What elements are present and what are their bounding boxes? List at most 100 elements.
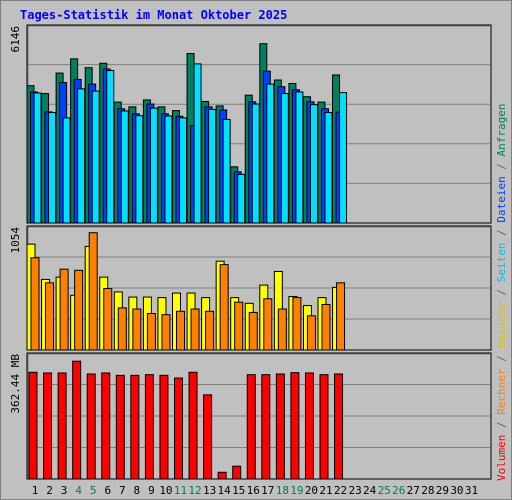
- day-tick-label: 28: [421, 484, 434, 497]
- bar-rechner: [292, 297, 302, 351]
- bar-volumen: [290, 372, 300, 480]
- day-tick-label: 2: [46, 484, 53, 497]
- legend-item-besuche: Besuche: [495, 302, 508, 349]
- bar-seiten: [309, 104, 318, 224]
- day-tick-label: 11: [174, 484, 187, 497]
- bar-seiten: [324, 112, 333, 224]
- bar-volumen: [57, 372, 67, 480]
- bar-volumen: [159, 374, 169, 480]
- bar-seiten: [222, 118, 231, 224]
- bar-seiten: [266, 83, 275, 224]
- day-tick-label: 31: [465, 484, 478, 497]
- day-tick-label: 27: [407, 484, 420, 497]
- day-tick-label: 1: [32, 484, 39, 497]
- bar-volumen: [232, 465, 242, 480]
- bar-rechner: [321, 303, 331, 351]
- bar-volumen: [174, 377, 183, 480]
- bar-rechner: [190, 308, 200, 351]
- legend-item-dateien: Dateien: [495, 176, 508, 223]
- legend-item-anfragen: Anfragen: [495, 103, 508, 157]
- legend-separator: /: [495, 348, 508, 369]
- day-tick-label: 14: [218, 484, 232, 497]
- bar-rechner: [117, 307, 127, 351]
- bar-volumen: [72, 360, 82, 480]
- bar-rechner: [219, 264, 229, 351]
- day-tick-label: 7: [119, 484, 126, 497]
- bar-rechner: [277, 308, 287, 351]
- day-tick-label: 12: [188, 484, 201, 497]
- bar-rechner: [234, 301, 244, 351]
- day-tick-label: 24: [363, 484, 377, 497]
- day-tick-label: 15: [232, 484, 245, 497]
- bar-rechner: [74, 269, 84, 351]
- bar-rechner: [59, 268, 69, 351]
- day-tick-label: 13: [203, 484, 216, 497]
- bar-seiten: [91, 90, 100, 224]
- max-label-0: 6146: [9, 26, 22, 53]
- bar-volumen: [275, 373, 285, 480]
- bar-rechner: [263, 298, 273, 351]
- bar-seiten: [62, 117, 71, 224]
- day-tick-label: 29: [436, 484, 449, 497]
- bar-seiten: [106, 70, 115, 224]
- legend-separator: /: [495, 222, 508, 243]
- bar-seiten: [237, 173, 246, 224]
- bar-seiten: [295, 91, 304, 224]
- legend-separator: /: [495, 156, 508, 177]
- day-tick-label: 22: [334, 484, 347, 497]
- bar-seiten: [164, 115, 173, 224]
- legend-item-seiten: Seiten: [495, 242, 508, 283]
- day-tick-label: 30: [450, 484, 463, 497]
- bar-seiten: [33, 92, 42, 224]
- max-label-1: 1054: [9, 227, 22, 254]
- bar-rechner: [45, 282, 55, 351]
- bar-volumen: [144, 374, 154, 480]
- bar-rechner: [205, 310, 215, 351]
- bar-seiten: [149, 107, 158, 224]
- bar-volumen: [86, 373, 96, 480]
- bar-rechner: [30, 257, 40, 351]
- day-tick-label: 19: [290, 484, 303, 497]
- bar-volumen: [28, 371, 38, 480]
- bar-volumen: [203, 394, 213, 480]
- day-tick-label: 17: [261, 484, 274, 497]
- chart-title: Tages-Statistik im Monat Oktober 2025: [20, 8, 288, 22]
- legend: Volumen / Rechner / Besuche / Seiten / D…: [494, 103, 510, 481]
- bar-seiten: [339, 92, 348, 224]
- bar-seiten: [120, 110, 129, 224]
- max-label-2: 362.44 MB: [9, 354, 22, 414]
- bar-volumen: [217, 471, 227, 480]
- day-tick-label: 16: [247, 484, 260, 497]
- day-tick-label: 18: [276, 484, 289, 497]
- bar-volumen: [115, 374, 125, 480]
- bar-seiten: [48, 112, 57, 224]
- bar-rechner: [88, 232, 98, 351]
- bar-seiten: [193, 63, 202, 224]
- bar-volumen: [101, 372, 111, 480]
- bar-volumen: [246, 374, 256, 480]
- bar-seiten: [280, 93, 289, 224]
- bar-rechner: [306, 315, 316, 351]
- bar-volumen: [188, 371, 198, 480]
- day-tick-label: 25: [378, 484, 391, 497]
- day-tick-label: 20: [305, 484, 318, 497]
- bar-rechner: [146, 313, 156, 351]
- day-tick-label: 5: [90, 484, 97, 497]
- day-tick-label: 4: [75, 484, 82, 497]
- legend-separator: /: [495, 282, 508, 303]
- bar-seiten: [179, 117, 187, 224]
- bar-volumen: [261, 374, 271, 480]
- legend-text: Volumen / Rechner / Besuche / Seiten / D…: [494, 103, 510, 481]
- bar-rechner: [248, 311, 258, 351]
- legend-item-rechner: Rechner: [495, 368, 508, 415]
- bar-seiten: [251, 103, 260, 224]
- bar-rechner: [161, 314, 171, 351]
- day-tick-label: 21: [319, 484, 332, 497]
- bar-rechner: [132, 308, 142, 351]
- day-tick-label: 10: [159, 484, 172, 497]
- bar-seiten: [135, 115, 144, 224]
- bar-seiten: [77, 88, 86, 224]
- bar-volumen: [319, 374, 329, 480]
